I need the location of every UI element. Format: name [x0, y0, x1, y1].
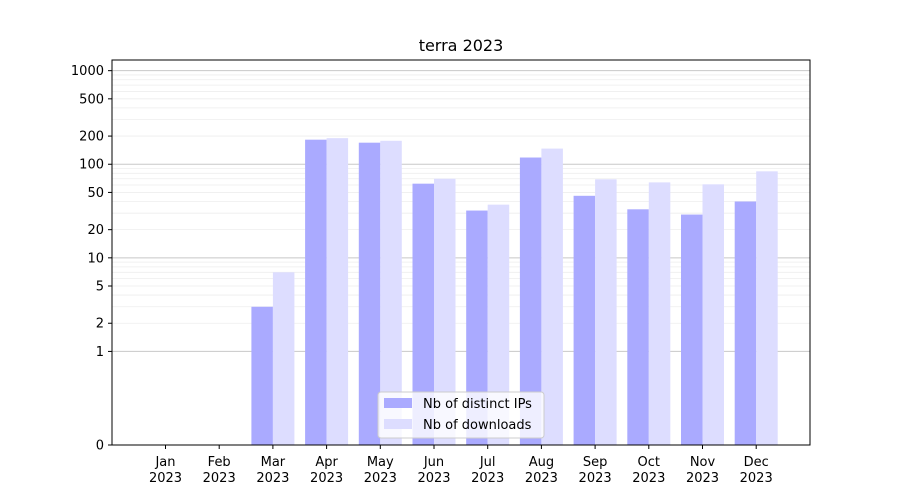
x-tick-label: Apr 2023 — [310, 455, 343, 486]
y-tick-label: 2 — [96, 317, 104, 332]
bars — [251, 138, 778, 446]
y-tick-label: 500 — [79, 92, 104, 107]
chart-title: terra 2023 — [419, 36, 504, 55]
y-tick-label: 100 — [79, 158, 104, 173]
bar-downloads-dec — [756, 171, 778, 445]
bar-distinct-ips-apr — [305, 139, 327, 445]
bar-distinct-ips-aug — [519, 157, 542, 445]
legend-label-distinct-ips: Nb of distinct IPs — [423, 397, 532, 412]
y-tick-label: 200 — [79, 130, 104, 145]
y-axis: 0 1 2 5 10 20 50 100 200 500 1000 — [71, 64, 112, 454]
y-tick-label: 10 — [87, 251, 104, 266]
x-tick-label: Nov 2023 — [686, 455, 719, 486]
x-tick-label: Dec 2023 — [740, 455, 773, 486]
x-tick-label: Jun 2023 — [417, 455, 450, 486]
bar-downloads-jul — [487, 204, 510, 445]
x-axis: Jan 2023 Feb 2023 Mar 2023 Apr 2023 May 2023 Jun 20… — [149, 445, 773, 486]
bar-downloads-mar — [272, 272, 295, 445]
legend-swatch-distinct-ips — [384, 398, 412, 408]
x-tick-label: Aug 2023 — [525, 455, 558, 486]
x-tick-label: Feb 2023 — [203, 455, 236, 486]
legend-swatch-downloads — [384, 419, 412, 429]
legend-box — [377, 391, 545, 439]
bar-downloads-may — [380, 140, 402, 445]
bar-distinct-ips-nov — [681, 214, 703, 445]
x-tick-label: Sep 2023 — [579, 455, 612, 486]
bar-downloads-aug — [541, 148, 563, 445]
plot-area-frame — [111, 59, 811, 446]
bar-downloads-sep — [595, 179, 617, 445]
y-tick-label: 1000 — [71, 64, 104, 79]
y-tick-label: 5 — [96, 280, 104, 295]
x-tick-label: Oct 2023 — [632, 455, 665, 486]
bar-distinct-ips-mar — [251, 306, 273, 445]
bar-distinct-ips-sep — [573, 195, 596, 445]
bar-distinct-ips-dec — [734, 201, 757, 445]
x-tick-label: Jul 2023 — [471, 455, 504, 486]
y-tick-label: 0 — [96, 439, 104, 454]
legend: Nb of distinct IPs Nb of downloads — [377, 391, 545, 439]
bar-distinct-ips-oct — [627, 209, 649, 445]
grid-lines — [112, 70, 810, 352]
y-tick-label: 1 — [96, 345, 104, 360]
bar-downloads-oct — [648, 182, 671, 445]
x-tick-label: Mar 2023 — [256, 455, 289, 486]
bar-distinct-ips-jun — [412, 183, 434, 445]
bar-distinct-ips-jul — [466, 210, 488, 445]
bar-distinct-ips-may — [358, 142, 381, 445]
x-tick-label: Jan 2023 — [149, 455, 182, 486]
legend-label-downloads: Nb of downloads — [423, 418, 532, 433]
bar-downloads-jun — [434, 178, 456, 446]
bar-downloads-apr — [326, 138, 349, 446]
x-tick-label: May 2023 — [364, 455, 397, 486]
bar-downloads-nov — [702, 184, 724, 445]
y-tick-label: 20 — [87, 223, 104, 238]
y-tick-label: 50 — [87, 186, 104, 201]
